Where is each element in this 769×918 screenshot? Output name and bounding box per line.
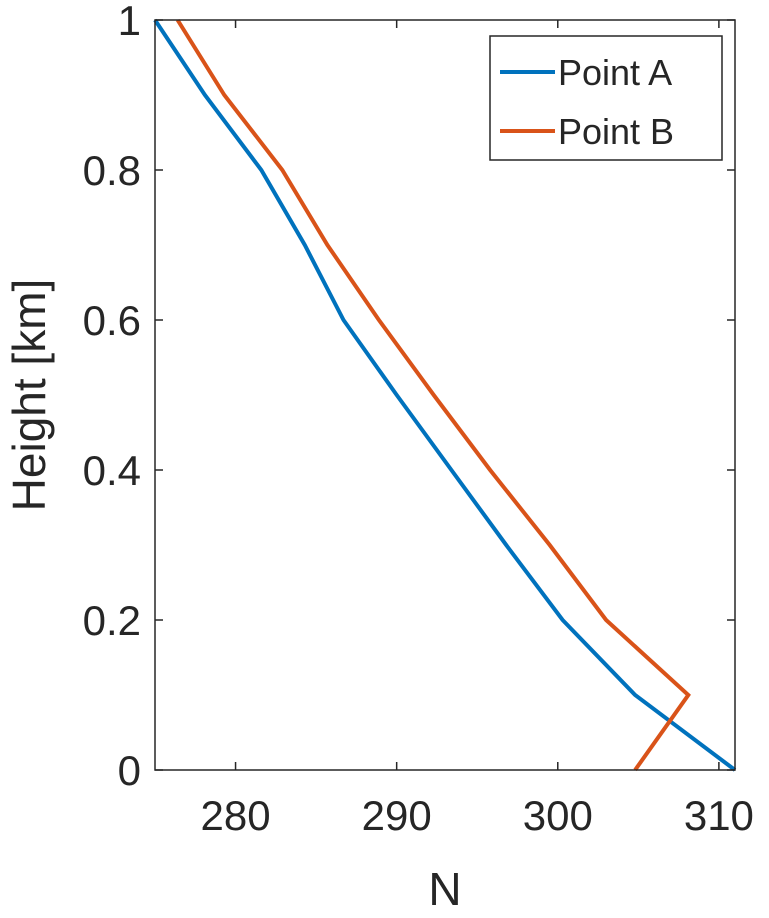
y-tick-label: 0 [118,747,141,794]
plot-frame [154,19,736,771]
series-layer [153,18,737,772]
x-tick-label: 290 [362,792,432,839]
legend-box [489,35,723,161]
y-tick-label: 0.6 [83,297,141,344]
legend: Point A Point B [489,35,723,161]
ticks-layer: 280 290 300 310 0 0.2 0.4 0.6 0.8 1 [83,0,754,839]
series-line-point-a [153,18,737,772]
y-tick-label: 0.8 [83,147,141,194]
x-tick-label: 300 [523,792,593,839]
y-axis-label: Height [km] [3,279,55,512]
x-tick-label: 310 [684,792,754,839]
legend-label-point-a: Point A [558,52,672,93]
y-tick-label: 0.2 [83,597,141,644]
series-line-point-b [175,18,691,772]
y-tick-label: 1 [118,0,141,44]
x-axis-label: N [428,863,461,915]
legend-label-point-b: Point B [558,111,674,152]
x-tick-label: 280 [201,792,271,839]
y-tick-label: 0.4 [83,447,141,494]
